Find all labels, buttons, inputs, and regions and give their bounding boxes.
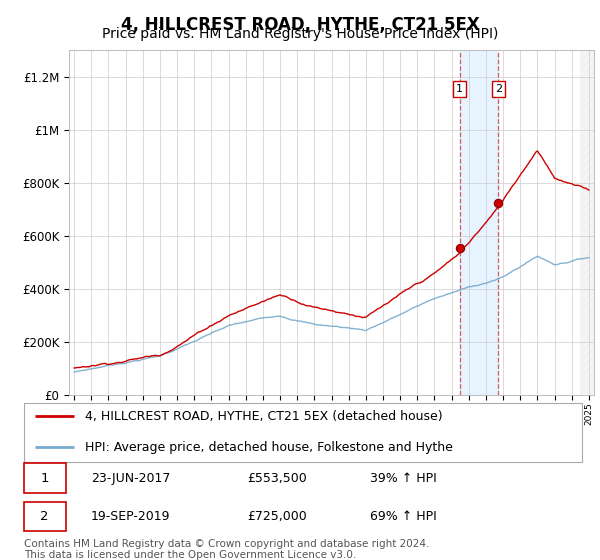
- Text: 4, HILLCREST ROAD, HYTHE, CT21 5EX (detached house): 4, HILLCREST ROAD, HYTHE, CT21 5EX (deta…: [85, 409, 443, 423]
- Text: 1: 1: [40, 472, 49, 484]
- Bar: [580, 50, 594, 395]
- FancyBboxPatch shape: [24, 502, 66, 531]
- Bar: [460, 50, 498, 395]
- Text: £725,000: £725,000: [247, 510, 307, 523]
- Text: 4, HILLCREST ROAD, HYTHE, CT21 5EX: 4, HILLCREST ROAD, HYTHE, CT21 5EX: [121, 16, 479, 34]
- Text: 2: 2: [495, 84, 502, 94]
- FancyBboxPatch shape: [24, 464, 66, 493]
- Text: £553,500: £553,500: [247, 472, 307, 484]
- FancyBboxPatch shape: [24, 403, 582, 462]
- Text: Price paid vs. HM Land Registry's House Price Index (HPI): Price paid vs. HM Land Registry's House …: [102, 27, 498, 41]
- Text: 1: 1: [456, 84, 463, 94]
- Text: Contains HM Land Registry data © Crown copyright and database right 2024.
This d: Contains HM Land Registry data © Crown c…: [24, 539, 430, 560]
- Text: 69% ↑ HPI: 69% ↑ HPI: [370, 510, 437, 523]
- Text: 2: 2: [40, 510, 49, 523]
- Text: 19-SEP-2019: 19-SEP-2019: [91, 510, 170, 523]
- Text: HPI: Average price, detached house, Folkestone and Hythe: HPI: Average price, detached house, Folk…: [85, 441, 453, 454]
- Text: 23-JUN-2017: 23-JUN-2017: [91, 472, 170, 484]
- Text: 39% ↑ HPI: 39% ↑ HPI: [370, 472, 437, 484]
